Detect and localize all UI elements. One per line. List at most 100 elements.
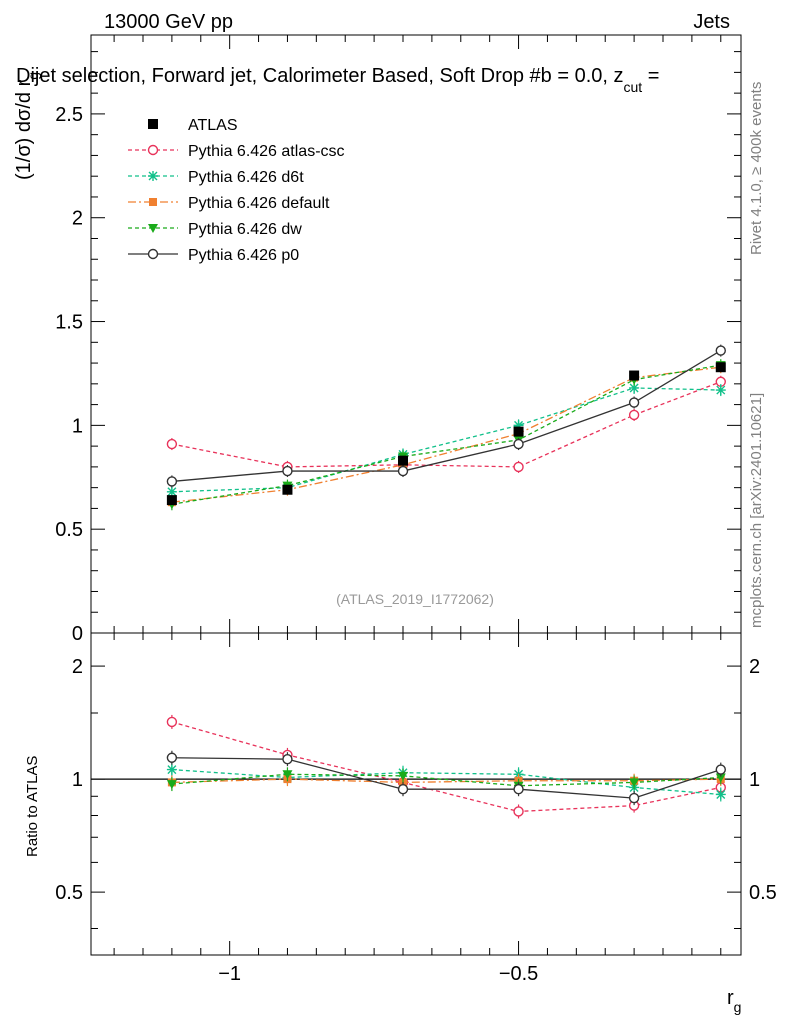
main-point	[397, 465, 409, 477]
ratio-series-line	[171, 773, 721, 787]
header-left: 13000 GeV pp	[104, 11, 233, 33]
main-ylabel-text: (1/σ) dσ/d r	[13, 79, 35, 180]
main-point	[513, 461, 524, 473]
main-point-shape	[513, 461, 524, 473]
main-axis-ticks: 0 0.5 1 1.5 2 2.5	[55, 51, 741, 645]
legend-entry-5: Pythia 6.426 p0	[128, 247, 299, 264]
main-ylabel: (1/σ) dσ/d rg	[13, 72, 41, 180]
main-point	[715, 345, 726, 356]
ratio-point-shape	[166, 764, 177, 775]
legend-marker	[148, 119, 158, 129]
main-y-tick-label: 2.5	[55, 104, 83, 126]
ratio-point-shape	[166, 780, 177, 790]
main-point	[629, 382, 640, 393]
main-y-tick-label: 1.5	[55, 312, 83, 334]
main-point	[166, 438, 178, 450]
legend-marker-shape	[148, 171, 158, 181]
legend-marker	[148, 224, 158, 233]
x-axis-label-sub: g	[734, 999, 742, 1015]
ratio-point-shape	[166, 716, 178, 728]
mcplots-label: mcplots.cern.ch [arXiv:2401.10621]	[748, 393, 765, 628]
legend-marker	[148, 171, 158, 181]
ratio-point	[166, 752, 178, 763]
ratio-point-shape	[629, 778, 640, 788]
legend-marker-shape	[148, 119, 158, 129]
main-point	[513, 426, 524, 437]
ratio-point	[282, 753, 293, 765]
legend-label: Pythia 6.426 p0	[188, 247, 299, 264]
analysis-watermark: (ATLAS_2019_I1772062)	[336, 591, 494, 607]
main-point-shape	[629, 370, 640, 381]
main-series-1	[166, 375, 726, 473]
main-series-0	[166, 362, 726, 506]
legend-entry-1: Pythia 6.426 atlas-csc	[128, 143, 345, 160]
ratio-point-shape	[166, 752, 178, 763]
main-series-layer	[166, 344, 726, 511]
ratio-point	[166, 780, 177, 790]
main-series-line	[171, 381, 722, 468]
main-point	[166, 495, 177, 506]
ratio-axis-ticks: 0.5 0.5 1 1 2 2	[55, 656, 777, 930]
main-point	[628, 397, 640, 408]
legend-entry-4: Pythia 6.426 dw	[128, 221, 302, 238]
ratio-point-shape	[513, 806, 524, 817]
main-point	[629, 370, 640, 381]
ratio-point-shape	[628, 792, 640, 804]
legend-label: Pythia 6.426 atlas-csc	[188, 143, 345, 160]
legend-entry-2: Pythia 6.426 d6t	[128, 169, 304, 186]
ratio-point	[513, 783, 524, 795]
main-point-shape	[398, 455, 408, 466]
main-point-shape	[513, 426, 524, 437]
main-point	[513, 438, 524, 450]
main-y-tick-label: 2	[72, 208, 83, 230]
ratio-point	[398, 771, 408, 781]
ratio-ylabel: Ratio to ATLAS	[24, 756, 41, 857]
ratio-plot-frame	[90, 632, 742, 956]
ratio-point	[166, 764, 177, 775]
legend-label: ATLAS	[188, 117, 238, 134]
ratio-point	[715, 789, 726, 800]
legend-marker-shape	[147, 248, 159, 260]
main-point	[715, 385, 726, 396]
ratio-point-shape	[513, 783, 524, 795]
legend-marker-shape	[149, 198, 157, 206]
main-point-shape	[282, 465, 293, 477]
main-point-shape	[282, 484, 293, 495]
ratio-point	[282, 770, 293, 780]
ratio-y-tick-label-right: 1	[749, 769, 760, 791]
main-y-tick-label: 0	[72, 623, 83, 645]
ratio-point	[628, 792, 640, 804]
ratio-point-shape	[397, 783, 409, 795]
x-tick-label: −0.5	[499, 963, 538, 985]
main-point-shape	[629, 382, 640, 393]
main-point	[513, 420, 524, 431]
x-axis-label-text: r	[727, 987, 734, 1009]
legend-marker-shape	[147, 144, 159, 156]
legend-marker	[147, 248, 159, 260]
legend: ATLAS Pythia 6.426 atlas-csc Pythia 6.426 …	[128, 117, 345, 264]
ratio-point	[715, 773, 726, 783]
ratio-y-tick-label-right: 0.5	[749, 882, 777, 904]
main-point	[282, 484, 293, 495]
main-point	[166, 486, 177, 497]
main-title-tail: =	[642, 65, 659, 87]
main-point-shape	[166, 486, 177, 497]
x-axis-ticks: −1 −0.5	[113, 35, 722, 985]
main-series-line	[171, 364, 721, 505]
legend-marker-shape	[148, 224, 158, 233]
ratio-y-tick-label: 1	[72, 769, 83, 791]
x-axis-label: rg	[727, 987, 741, 1015]
main-series-line	[171, 366, 721, 503]
main-point	[166, 476, 178, 487]
legend-marker	[149, 198, 157, 206]
legend-entry-3: Pythia 6.426 default	[128, 195, 330, 212]
legend-marker	[147, 144, 159, 156]
legend-label: Pythia 6.426 default	[188, 195, 330, 212]
main-y-tick-label: 1	[72, 415, 83, 437]
ratio-series-line	[171, 768, 721, 796]
legend-entry-0: ATLAS	[148, 117, 238, 134]
main-series-2	[166, 381, 726, 498]
ratio-y-tick-label: 2	[72, 656, 83, 678]
main-point-shape	[628, 409, 640, 421]
